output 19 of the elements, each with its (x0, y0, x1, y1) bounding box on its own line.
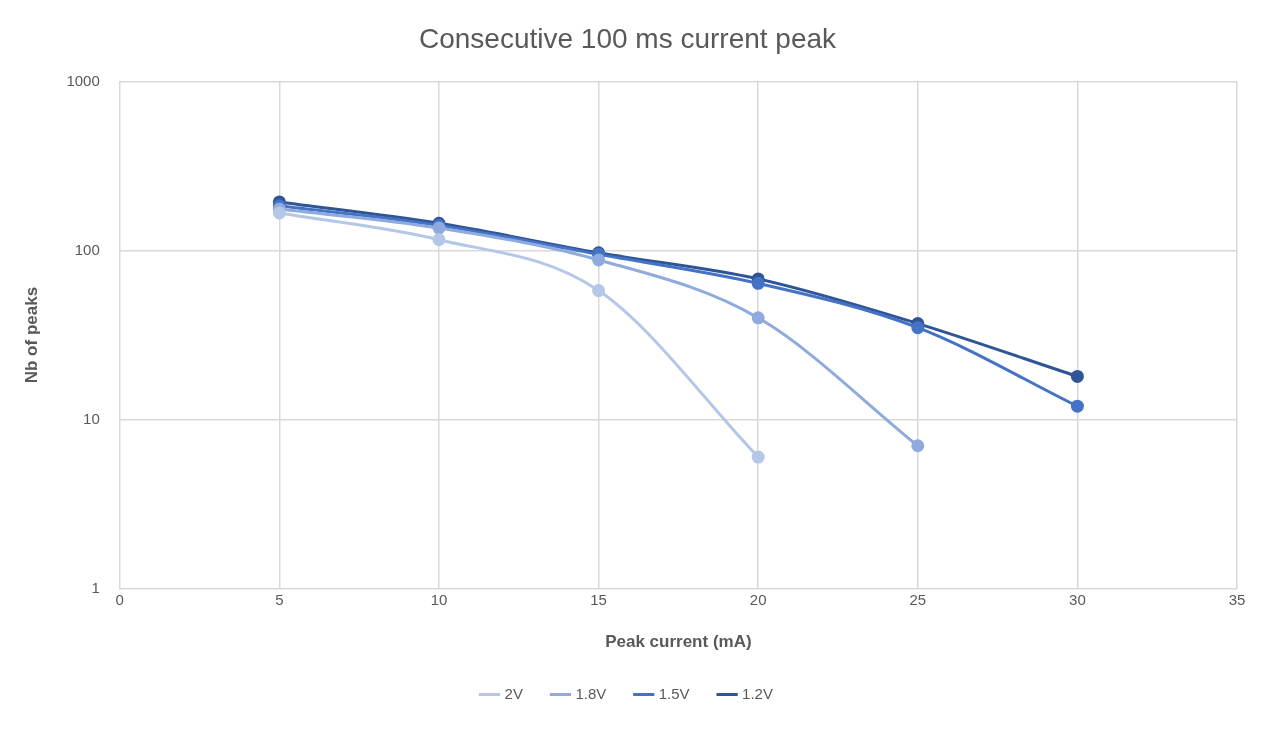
legend-label: 2V (504, 684, 523, 702)
x-tick-label: 0 (115, 590, 124, 608)
y-tick-label: 1000 (66, 71, 100, 89)
y-axis-title: Nb of peaks (21, 286, 41, 384)
x-tick-label: 10 (430, 590, 448, 608)
x-tick-label: 35 (1228, 590, 1246, 608)
y-tick-label: 100 (74, 240, 100, 258)
y-tick-label: 1 (91, 578, 100, 596)
x-tick-label: 30 (1069, 590, 1086, 608)
y-tick-label: 10 (83, 409, 100, 427)
chart-title: Consecutive 100 ms current peak (418, 22, 838, 54)
x-tick-label: 20 (749, 590, 767, 608)
x-tick-label: 5 (275, 590, 284, 608)
x-tick-label: 25 (909, 590, 927, 608)
legend-label: 1.8V (575, 684, 607, 702)
legend-label: 1.2V (742, 684, 773, 702)
x-tick-label: 15 (590, 590, 607, 608)
legend-label: 1.5V (658, 684, 690, 702)
x-axis-title: Peak current (mA) (605, 632, 752, 652)
